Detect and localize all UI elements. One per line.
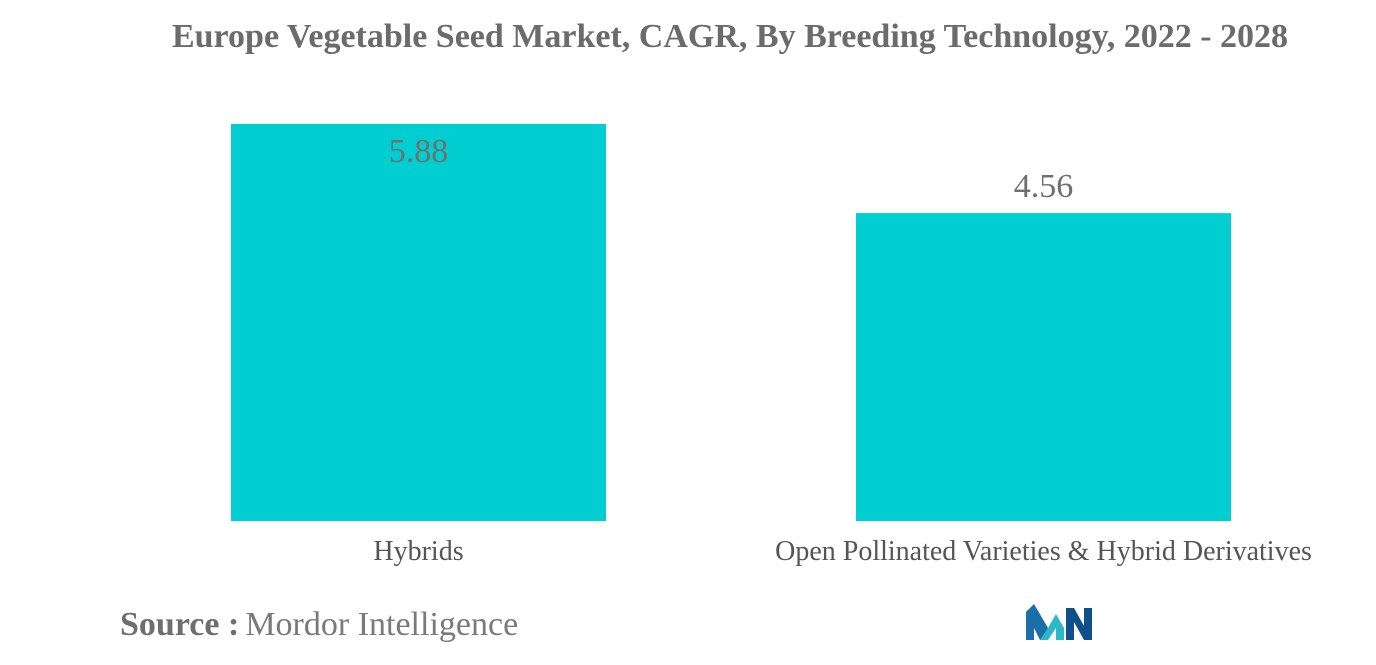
bar-2 <box>856 213 1231 522</box>
source-value: Mordor Intelligence <box>245 606 519 643</box>
category-label-1: Hybrids <box>373 536 463 567</box>
source-note: Source : Mordor Intelligence <box>120 606 518 644</box>
mordor-intelligence-logo-icon <box>1026 604 1092 640</box>
category-label-2: Open Pollinated Varieties & Hybrid Deriv… <box>775 536 1312 567</box>
source-label: Source : <box>120 606 240 643</box>
bar-1 <box>231 124 606 521</box>
bar-value-label-1: 5.88 <box>389 133 449 170</box>
bar-value-label-2: 4.56 <box>1014 168 1074 205</box>
chart-title: Europe Vegetable Seed Market, CAGR, By B… <box>171 18 1289 55</box>
